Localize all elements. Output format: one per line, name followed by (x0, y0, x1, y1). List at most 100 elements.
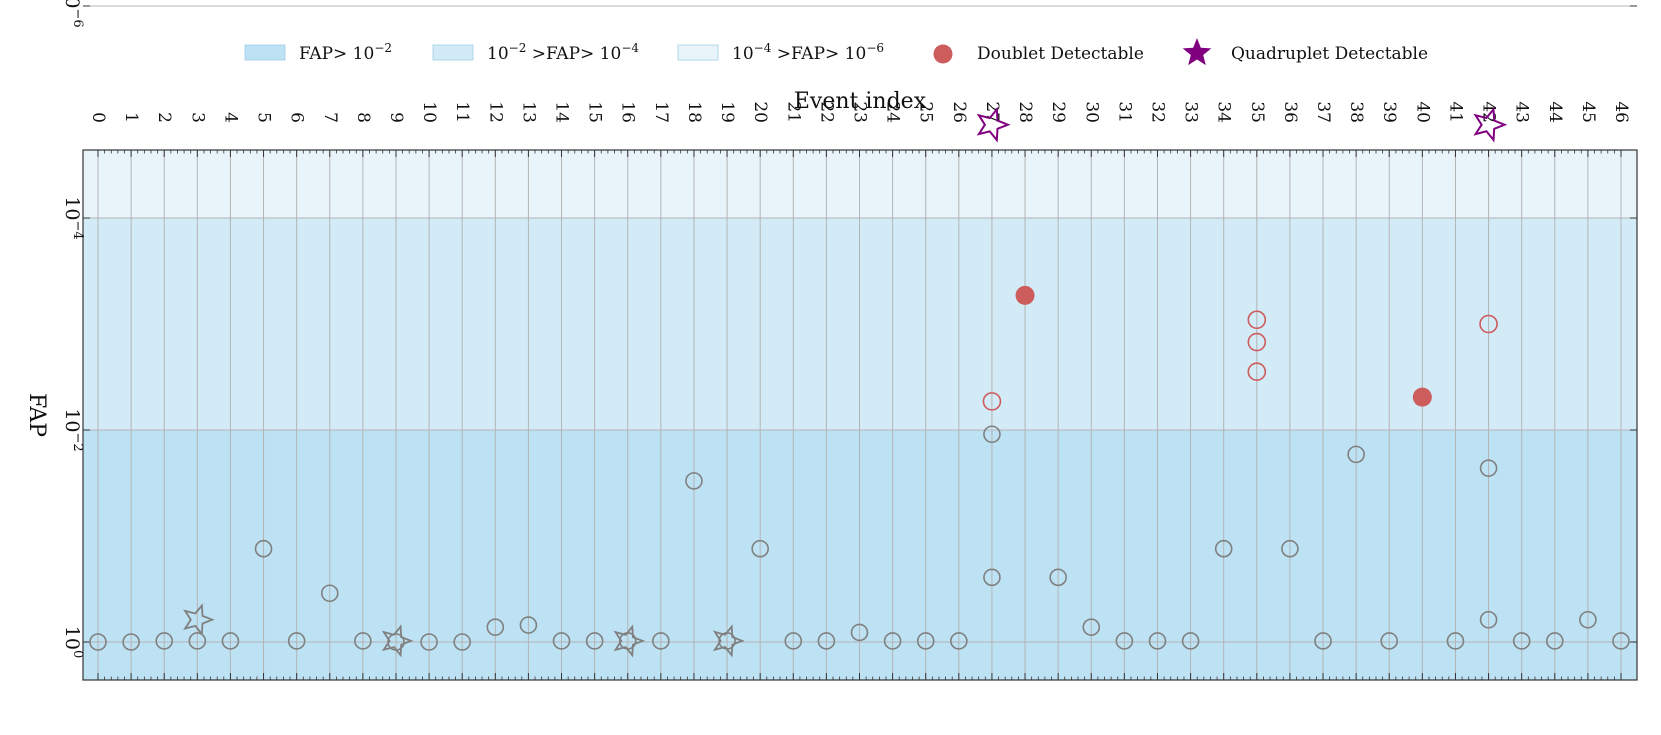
legend-swatch-band-0 (244, 44, 286, 61)
gray-circle-marker (155, 632, 174, 650)
legend-quadruplet-label: Quadruplet Detectable (1231, 44, 1428, 64)
x-tick-label: 7 (320, 112, 340, 123)
gray-circle-marker (1181, 632, 1200, 650)
gray-circle-marker (254, 539, 273, 558)
x-tick-label: 42 (1479, 101, 1499, 123)
gray-circle-marker (916, 632, 935, 650)
x-tick-label: 23 (850, 101, 870, 123)
x-axis-label: Event index (794, 89, 927, 114)
gray-circle-marker (1545, 632, 1564, 650)
x-tick-label: 35 (1247, 101, 1267, 123)
legend-label-band-1: 10−2 >FAP> 10−4 (487, 41, 639, 64)
y-axis-label: FAP (24, 393, 49, 437)
gray-circle-marker (1479, 459, 1498, 477)
gray-circle-marker (1479, 610, 1498, 629)
x-tick-label: 6 (287, 112, 307, 123)
x-tick-label: 29 (1048, 101, 1068, 123)
gray-star-marker (712, 624, 745, 658)
x-tick-label: 26 (949, 101, 969, 123)
gray-circle-marker (89, 633, 107, 651)
x-tick-label: 22 (816, 101, 836, 123)
x-tick-label: 4 (220, 112, 240, 123)
gray-star-marker (183, 603, 215, 637)
gray-circle-marker (486, 618, 505, 636)
x-tick-label: 24 (883, 101, 903, 123)
doublet-filled-marker (1015, 285, 1035, 305)
gray-circle-marker (453, 633, 471, 651)
gray-circle-marker (983, 425, 1001, 444)
y-tick-label: 100 (61, 626, 85, 658)
x-tick-label: 12 (485, 101, 505, 123)
gray-circle-marker (950, 632, 968, 650)
x-tick-label: 20 (750, 101, 770, 123)
x-tick-label: 9 (386, 112, 406, 123)
gray-circle-marker (320, 584, 339, 603)
legend: FAP> 10−2 10−2 >FAP> 10−4 10−4 >FAP> 10−6 D… (244, 38, 1428, 66)
grid-lines (83, 5, 1637, 680)
gray-circle-marker (519, 616, 538, 634)
x-tick-label: 43 (1512, 101, 1532, 123)
x-tick-label: 34 (1214, 101, 1234, 123)
x-tick-label: 3 (187, 112, 207, 123)
gray-circle-marker (685, 472, 703, 490)
legend-doublet-marker (933, 44, 953, 64)
x-tick-label: 33 (1181, 101, 1201, 123)
x-tick-label: 11 (452, 101, 472, 123)
x-tick-label: 5 (254, 112, 274, 123)
gray-circle-marker (784, 632, 803, 650)
legend-label-band-0: FAP> 10−2 (299, 41, 392, 64)
x-tick-label: 40 (1412, 101, 1432, 123)
y-tick-label: 10−2 (61, 408, 85, 451)
gray-circle-marker (652, 632, 670, 650)
legend-label-band-2: 10−4 >FAP> 10−6 (732, 41, 884, 64)
x-tick-label: 15 (585, 101, 605, 123)
x-tick-label: 25 (916, 101, 936, 123)
gray-circle-marker (1579, 610, 1597, 629)
doublet-open-marker (982, 392, 1002, 411)
gray-circle-marker (1115, 632, 1134, 650)
x-tick-label: 0 (88, 112, 108, 123)
gray-circle-marker (287, 632, 306, 650)
x-tick-label: 46 (1611, 101, 1631, 123)
doublet-open-marker (1247, 332, 1267, 352)
x-tick-label: 39 (1379, 101, 1399, 123)
legend-quadruplet-marker (1182, 38, 1212, 66)
doublet-open-marker (1247, 362, 1267, 382)
x-tick-label: 32 (1148, 101, 1168, 123)
x-tick-label: 36 (1280, 101, 1300, 123)
gray-circle-marker (751, 539, 769, 558)
x-tick-label: 28 (1015, 101, 1035, 123)
x-tick-label: 10 (419, 101, 439, 123)
plot-frame (82, 149, 1638, 681)
gray-circle-marker (1281, 539, 1299, 558)
gray-circle-marker (850, 623, 869, 642)
gray-circle-marker (1512, 632, 1531, 650)
x-tick-label: 17 (651, 101, 671, 123)
gray-circle-marker (1612, 632, 1630, 650)
gray-circle-marker (1148, 632, 1167, 650)
x-tick-label: 18 (684, 101, 704, 123)
y-tick-label: 10−6 (61, 0, 85, 28)
gray-circle-marker (420, 633, 438, 651)
x-tick-label: 14 (552, 101, 572, 123)
gray-circle-marker (1214, 539, 1233, 558)
gray-circle-marker (354, 632, 372, 650)
gray-circle-marker (585, 632, 604, 650)
x-tick-label: 21 (783, 101, 803, 123)
x-tick-label: 30 (1081, 101, 1101, 123)
gray-star-marker (613, 624, 646, 658)
quadruplet-open-marker (1473, 106, 1508, 143)
legend-swatch-band-1 (432, 44, 474, 61)
x-tick-label: 19 (717, 101, 737, 123)
x-tick-label: 31 (1114, 101, 1134, 123)
x-tick-label: 45 (1578, 101, 1598, 123)
doublet-open-marker (1479, 314, 1498, 334)
gray-circle-marker (1314, 632, 1332, 650)
gray-circle-marker (817, 632, 836, 650)
gray-star-marker (381, 624, 414, 658)
legend-doublet-label: Doublet Detectable (977, 44, 1144, 64)
gray-circle-marker (1049, 568, 1067, 587)
gray-circle-marker (221, 632, 240, 650)
